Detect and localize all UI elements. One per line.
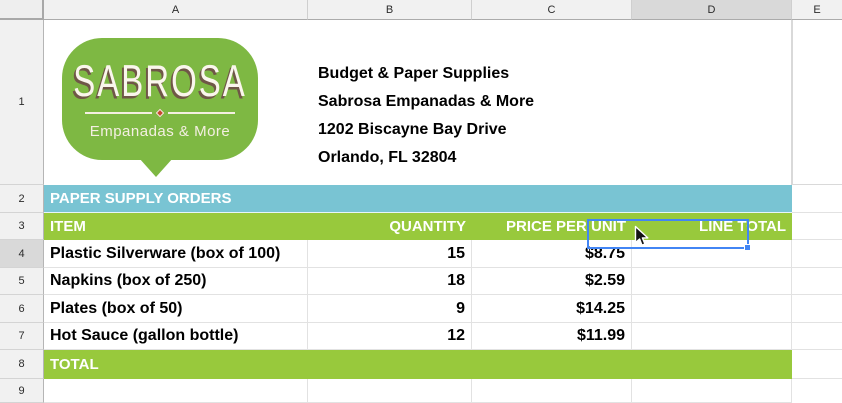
cell-d9[interactable] <box>632 379 792 403</box>
column-header-e[interactable]: E <box>792 0 842 20</box>
column-header-bar: A B C D E <box>0 0 842 20</box>
column-header-a[interactable]: A <box>44 0 308 20</box>
cell-a1-company-block[interactable]: SABROSA Empanadas & More Budget & Paper … <box>44 20 792 185</box>
row-header-8[interactable]: 8 <box>0 350 44 379</box>
table-row: Plates (box of 50) 9 $14.25 <box>44 295 842 323</box>
sabrosa-logo[interactable]: SABROSA Empanadas & More <box>62 38 258 177</box>
cell-item-2[interactable]: Napkins (box of 250) <box>44 268 308 295</box>
cell-quantity-3[interactable]: 9 <box>308 295 472 323</box>
table-row: Napkins (box of 250) 18 $2.59 <box>44 268 842 295</box>
cell-line-total-2[interactable] <box>632 268 792 295</box>
row-1: SABROSA Empanadas & More Budget & Paper … <box>44 20 842 185</box>
cell-line-total-4[interactable] <box>632 323 792 350</box>
row-header-3[interactable]: 3 <box>0 213 44 240</box>
cell-item-4[interactable]: Hot Sauce (gallon bottle) <box>44 323 308 350</box>
cell-price-2[interactable]: $2.59 <box>472 268 632 295</box>
cell-b9[interactable] <box>308 379 472 403</box>
header-price-per-unit[interactable]: PRICE PER UNIT <box>472 213 632 240</box>
logo-speech-tail <box>139 158 173 177</box>
cell-line-total-1[interactable] <box>632 240 792 268</box>
address-line-3: 1202 Biscayne Bay Drive <box>318 121 507 138</box>
cell-e2[interactable] <box>792 185 842 213</box>
company-address-block: Budget & Paper Supplies Sabrosa Empanada… <box>318 60 534 172</box>
cell-e7[interactable] <box>792 323 842 350</box>
cell-quantity-4[interactable]: 12 <box>308 323 472 350</box>
cell-e8[interactable] <box>792 350 842 379</box>
cell-e4[interactable] <box>792 240 842 268</box>
cell-e3[interactable] <box>792 213 842 240</box>
row-header-2[interactable]: 2 <box>0 185 44 213</box>
cell-e1[interactable] <box>792 20 842 185</box>
address-line-4: Orlando, FL 32804 <box>318 149 457 166</box>
column-header-b[interactable]: B <box>308 0 472 20</box>
row-header-1[interactable]: 1 <box>0 20 44 185</box>
select-all-corner[interactable] <box>0 0 44 20</box>
cell-a9[interactable] <box>44 379 308 403</box>
paper-supply-orders-banner[interactable]: PAPER SUPPLY ORDERS <box>44 185 792 213</box>
mouse-cursor-icon <box>634 225 650 253</box>
address-line-2: Sabrosa Empanadas & More <box>318 93 535 110</box>
cell-c9[interactable] <box>472 379 632 403</box>
logo-brand-text: SABROSA <box>73 55 247 106</box>
table-header-row: ITEM QUANTITY PRICE PER UNIT LINE TOTAL <box>44 213 842 240</box>
header-quantity[interactable]: QUANTITY <box>308 213 472 240</box>
row-header-5[interactable]: 5 <box>0 268 44 295</box>
logo-tagline-text: Empanadas & More <box>89 123 231 140</box>
cell-quantity-2[interactable]: 18 <box>308 268 472 295</box>
row-header-6[interactable]: 6 <box>0 295 44 323</box>
row-header-bar: 1 2 3 4 5 6 7 8 9 <box>0 20 44 403</box>
row-2: PAPER SUPPLY ORDERS <box>44 185 842 213</box>
row-header-7[interactable]: 7 <box>0 323 44 350</box>
cell-line-total-3[interactable] <box>632 295 792 323</box>
column-header-c[interactable]: C <box>472 0 632 20</box>
cell-quantity-1[interactable]: 15 <box>308 240 472 268</box>
logo-divider-icon <box>85 108 235 118</box>
address-line-1: Budget & Paper Supplies <box>318 65 510 82</box>
empty-row <box>44 379 842 403</box>
cell-price-3[interactable]: $14.25 <box>472 295 632 323</box>
row-header-4[interactable]: 4 <box>0 240 44 268</box>
cell-price-4[interactable]: $11.99 <box>472 323 632 350</box>
total-row: TOTAL <box>44 350 842 379</box>
header-item[interactable]: ITEM <box>44 213 308 240</box>
column-header-d[interactable]: D <box>632 0 792 20</box>
sheet-grid: SABROSA Empanadas & More Budget & Paper … <box>44 20 842 403</box>
cell-e9[interactable] <box>792 379 842 403</box>
header-line-total[interactable]: LINE TOTAL <box>632 213 792 240</box>
cell-item-1[interactable]: Plastic Silverware (box of 100) <box>44 240 308 268</box>
row-header-9[interactable]: 9 <box>0 379 44 403</box>
cell-e6[interactable] <box>792 295 842 323</box>
active-cell-d4[interactable] <box>587 219 751 251</box>
cell-item-3[interactable]: Plates (box of 50) <box>44 295 308 323</box>
fill-handle[interactable] <box>744 244 751 251</box>
table-row: Hot Sauce (gallon bottle) 12 $11.99 <box>44 323 842 350</box>
cell-e5[interactable] <box>792 268 842 295</box>
total-label-cell[interactable]: TOTAL <box>44 350 792 379</box>
